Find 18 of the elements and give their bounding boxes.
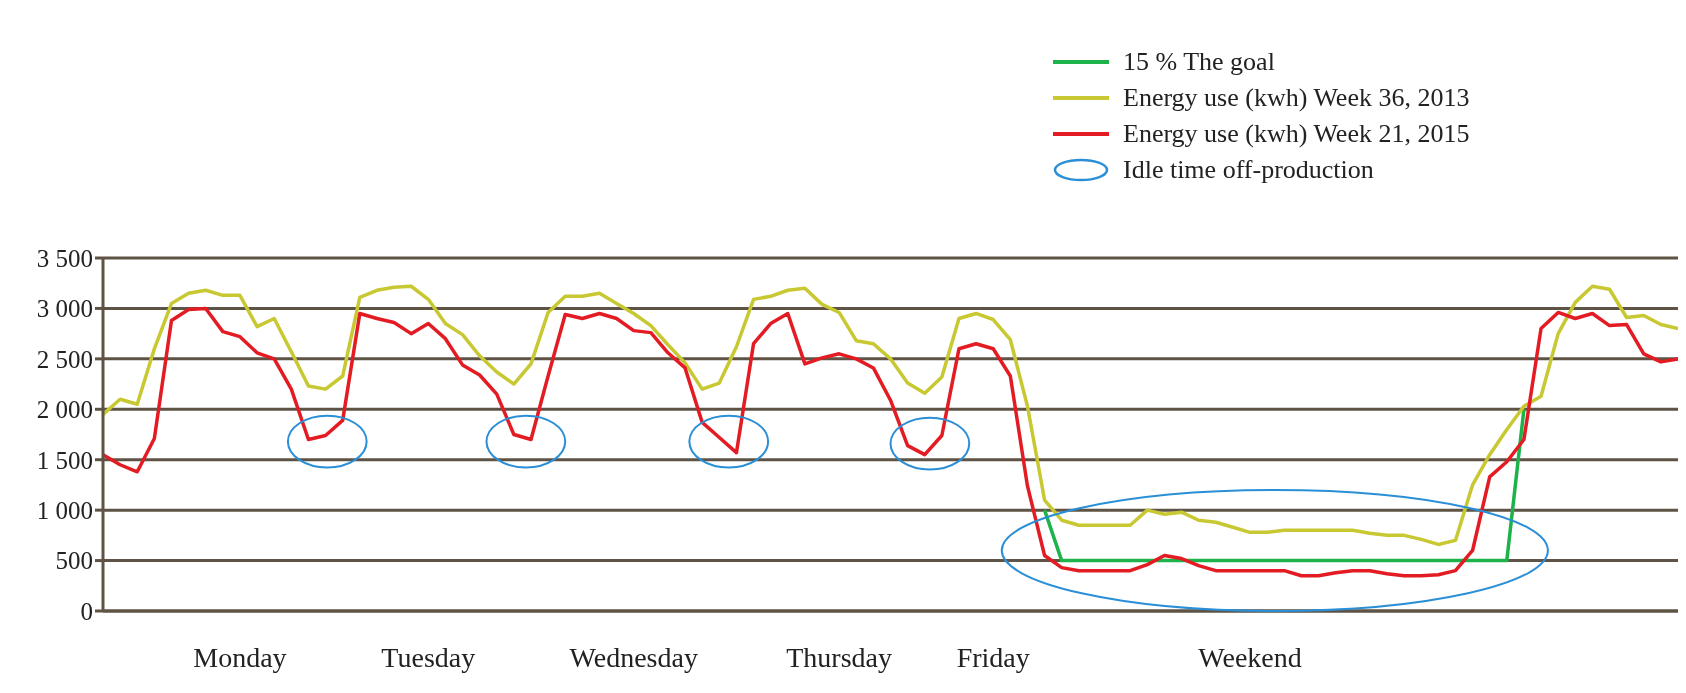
y-tick-label: 500	[55, 547, 93, 575]
text: Idle time off-production	[1123, 155, 1374, 185]
y-tick-label: 3 500	[36, 244, 93, 272]
legend-label: Energy use (kwh) Week 36, 2013	[1123, 83, 1470, 113]
x-tick-label: Weekend	[1198, 641, 1302, 673]
x-tick-label: Friday	[956, 641, 1030, 673]
x-tick-label: Monday	[193, 641, 287, 673]
legend-label: 15 % The goal	[1123, 47, 1275, 77]
y-tick-label: 1 000	[36, 497, 93, 525]
y-tick-label: 2 000	[36, 396, 93, 424]
legend-label: Energy use (kwh) Week 21, 2015	[1123, 119, 1470, 149]
x-tick-label: Thursday	[786, 641, 893, 673]
x-tick-label: Tuesday	[381, 641, 476, 673]
y-tick-label: 0	[80, 597, 93, 625]
x-tick-label: Wednesday	[569, 641, 698, 673]
y-tick-label: 1 500	[36, 446, 93, 474]
y-tick-label: 2 500	[36, 345, 93, 373]
y-tick-label: 3 000	[36, 295, 93, 323]
